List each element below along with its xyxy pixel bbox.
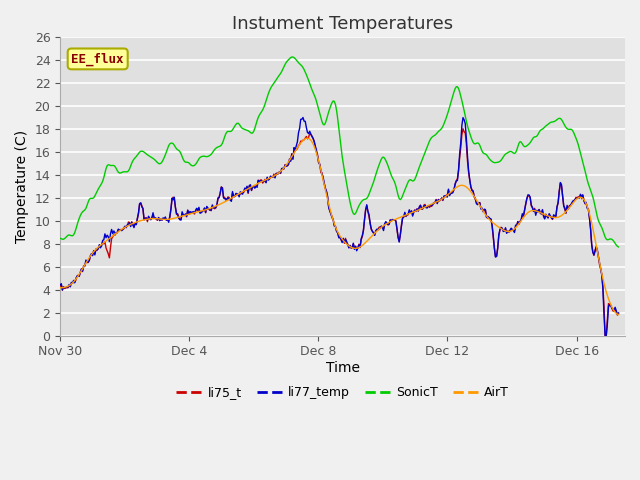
Y-axis label: Temperature (C): Temperature (C) <box>15 130 29 243</box>
Legend: li75_t, li77_temp, SonicT, AirT: li75_t, li77_temp, SonicT, AirT <box>172 381 514 404</box>
Title: Instument Temperatures: Instument Temperatures <box>232 15 453 33</box>
Text: EE_flux: EE_flux <box>72 52 124 66</box>
X-axis label: Time: Time <box>326 361 360 375</box>
